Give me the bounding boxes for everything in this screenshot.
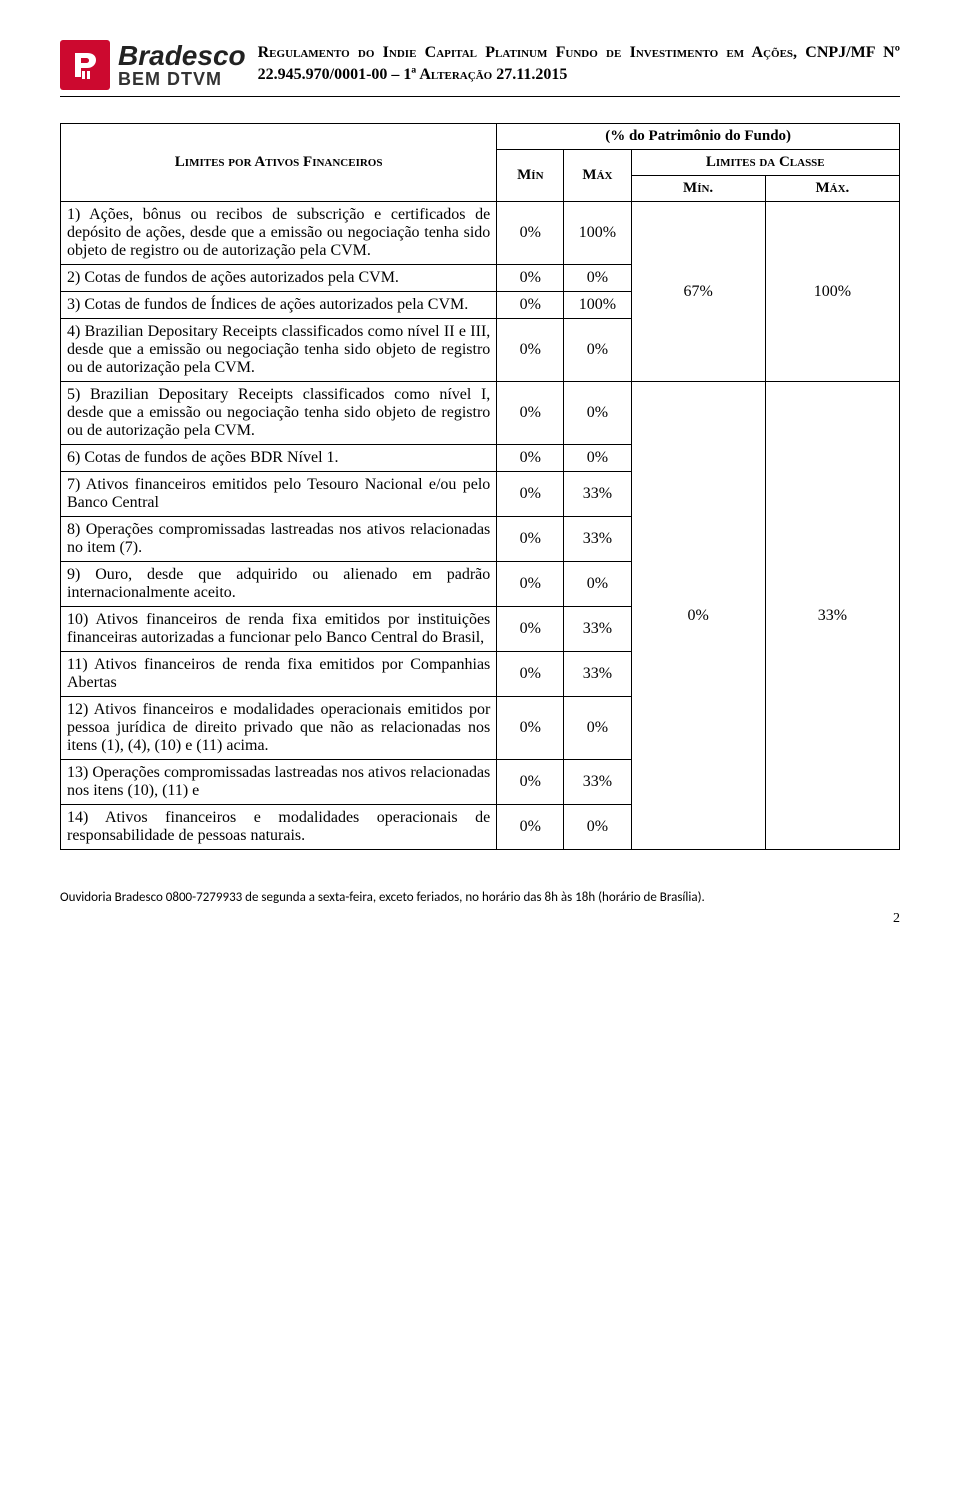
footer-text: Ouvidoria Bradesco 0800-7279933 de segun… xyxy=(60,890,705,905)
row-max: 0% xyxy=(564,382,631,445)
class-max-header: Máx. xyxy=(765,176,899,202)
class-min-header: Mín. xyxy=(631,176,765,202)
row-desc: 3) Cotas de fundos de Índices de ações a… xyxy=(61,292,497,319)
row-max: 0% xyxy=(564,805,631,850)
row-desc: 9) Ouro, desde que adquirido ou alienado… xyxy=(61,562,497,607)
table-top-header: (% do Patrimônio do Fundo) xyxy=(497,124,900,150)
row-max: 33% xyxy=(564,760,631,805)
row-max: 33% xyxy=(564,607,631,652)
page-number: 2 xyxy=(60,911,900,927)
document-title: Regulamento do Indie Capital Platinum Fu… xyxy=(258,40,900,87)
table-row: 1) Ações, bônus ou recibos de subscrição… xyxy=(61,202,900,265)
row-min: 0% xyxy=(497,607,564,652)
row-min: 0% xyxy=(497,697,564,760)
row-max: 0% xyxy=(564,697,631,760)
table-row: 5) Brazilian Depositary Receipts classif… xyxy=(61,382,900,445)
row-max: 0% xyxy=(564,562,631,607)
row-max: 33% xyxy=(564,517,631,562)
group2-min: 0% xyxy=(631,382,765,850)
row-min: 0% xyxy=(497,472,564,517)
row-min: 0% xyxy=(497,202,564,265)
row-max: 33% xyxy=(564,472,631,517)
row-desc: 6) Cotas de fundos de ações BDR Nível 1. xyxy=(61,445,497,472)
row-min: 0% xyxy=(497,292,564,319)
row-desc: 12) Ativos financeiros e modalidades ope… xyxy=(61,697,497,760)
group2-max: 33% xyxy=(765,382,899,850)
row-desc: 8) Operações compromissadas lastreadas n… xyxy=(61,517,497,562)
row-min: 0% xyxy=(497,760,564,805)
brand-sub: BEM DTVM xyxy=(118,70,246,88)
row-min: 0% xyxy=(497,445,564,472)
row-desc: 2) Cotas de fundos de ações autorizados … xyxy=(61,265,497,292)
row-max: 0% xyxy=(564,445,631,472)
brand-main: Bradesco xyxy=(118,42,246,70)
col-min-header: Mín xyxy=(497,150,564,202)
logo-block: Bradesco BEM DTVM xyxy=(60,40,246,90)
row-max: 33% xyxy=(564,652,631,697)
group1-min: 67% xyxy=(631,202,765,382)
group1-max: 100% xyxy=(765,202,899,382)
row-min: 0% xyxy=(497,652,564,697)
table-left-header: Limites por Ativos Financeiros xyxy=(61,124,497,202)
page-header: Bradesco BEM DTVM Regulamento do Indie C… xyxy=(60,40,900,97)
row-desc: 13) Operações compromissadas lastreadas … xyxy=(61,760,497,805)
row-max: 100% xyxy=(564,292,631,319)
row-desc: 4) Brazilian Depositary Receipts classif… xyxy=(61,319,497,382)
row-min: 0% xyxy=(497,382,564,445)
row-max: 100% xyxy=(564,202,631,265)
row-desc: 11) Ativos financeiros de renda fixa emi… xyxy=(61,652,497,697)
brand-text: Bradesco BEM DTVM xyxy=(118,42,246,88)
class-header: Limites da Classe xyxy=(631,150,900,176)
bradesco-logo-icon xyxy=(60,40,110,90)
row-max: 0% xyxy=(564,319,631,382)
col-max-header: Máx xyxy=(564,150,631,202)
row-desc: 10) Ativos financeiros de renda fixa emi… xyxy=(61,607,497,652)
footer: Ouvidoria Bradesco 0800-7279933 de segun… xyxy=(60,890,900,905)
row-min: 0% xyxy=(497,319,564,382)
row-min: 0% xyxy=(497,805,564,850)
row-min: 0% xyxy=(497,562,564,607)
row-desc: 5) Brazilian Depositary Receipts classif… xyxy=(61,382,497,445)
row-min: 0% xyxy=(497,265,564,292)
row-desc: 1) Ações, bônus ou recibos de subscrição… xyxy=(61,202,497,265)
row-min: 0% xyxy=(497,517,564,562)
row-desc: 7) Ativos financeiros emitidos pelo Teso… xyxy=(61,472,497,517)
row-max: 0% xyxy=(564,265,631,292)
row-desc: 14) Ativos financeiros e modalidades ope… xyxy=(61,805,497,850)
limits-table: Limites por Ativos Financeiros (% do Pat… xyxy=(60,123,900,850)
